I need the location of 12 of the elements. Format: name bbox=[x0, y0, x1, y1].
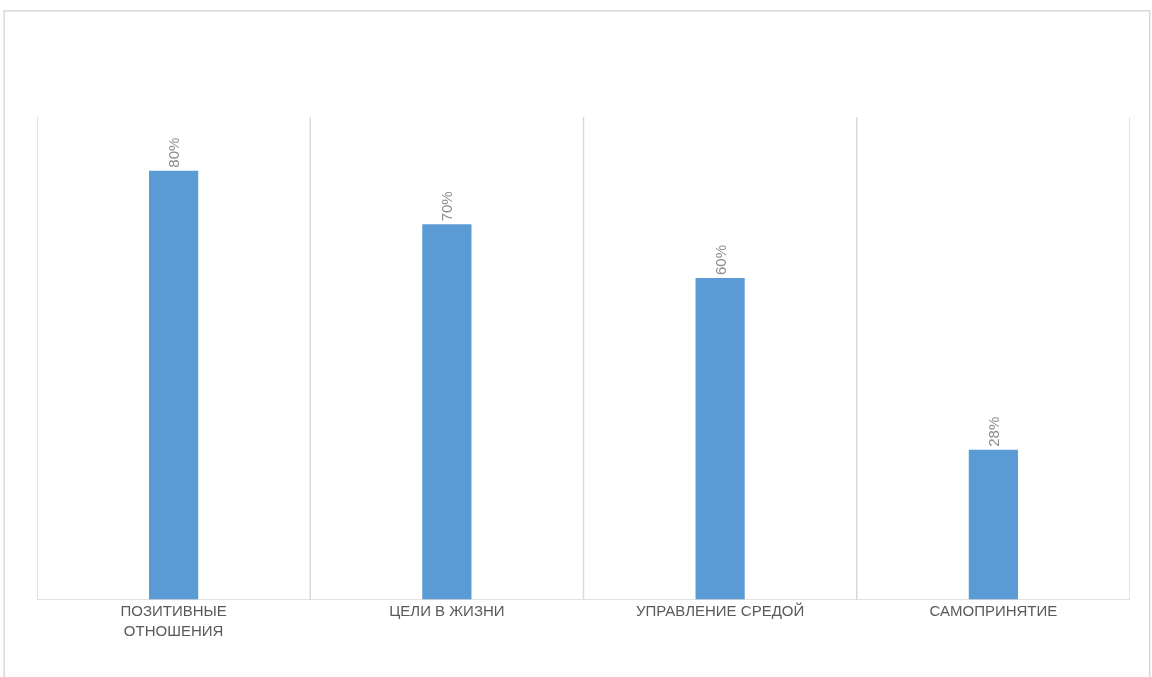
data-label: 60% bbox=[711, 244, 729, 275]
data-label: 80% bbox=[165, 137, 183, 168]
x-tick-label: ПОЗИТИВНЫЕ ОТНОШЕНИЯ bbox=[120, 602, 227, 639]
x-tick-label: УПРАВЛЕНИЕ СРЕДОЙ bbox=[636, 602, 805, 619]
x-tick-label: ЦЕЛИ В ЖИЗНИ bbox=[389, 602, 505, 619]
bar bbox=[968, 449, 1018, 600]
x-tick-label: САМОПРИНЯТИЕ bbox=[929, 602, 1058, 619]
bar bbox=[422, 224, 472, 600]
data-label: 28% bbox=[984, 416, 1002, 447]
bar bbox=[695, 278, 745, 600]
data-label: 70% bbox=[438, 191, 456, 222]
bar bbox=[149, 170, 199, 600]
